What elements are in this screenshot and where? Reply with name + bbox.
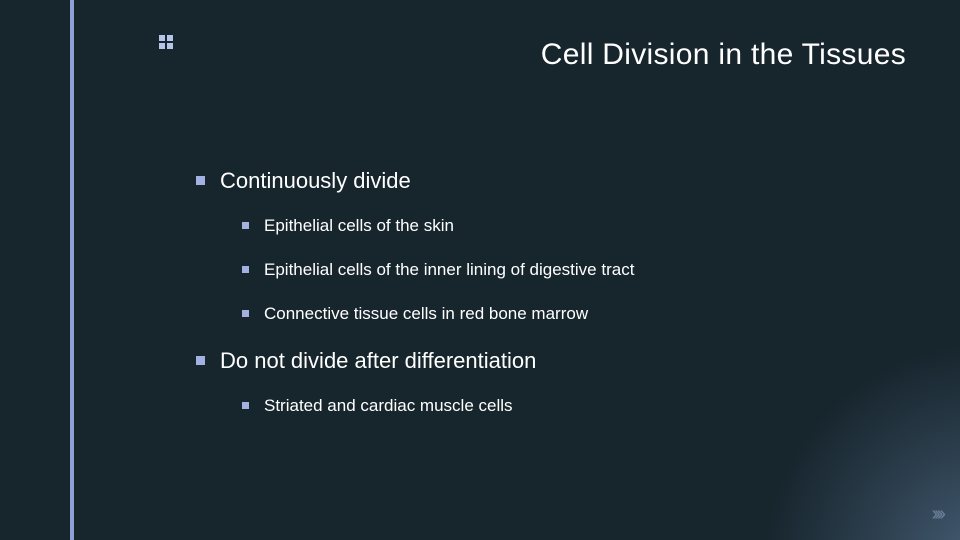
bullet-lvl2: Connective tissue cells in red bone marr… <box>238 304 900 324</box>
slide-content: Continuously divide Epithelial cells of … <box>190 168 900 440</box>
bullet-text: Striated and cardiac muscle cells <box>264 396 513 415</box>
bullet-text: Epithelial cells of the inner lining of … <box>264 260 634 279</box>
bullet-text: Epithelial cells of the skin <box>264 216 454 235</box>
bullet-lvl2: Epithelial cells of the inner lining of … <box>238 260 900 280</box>
bullet-lvl1: Do not divide after differentiation Stri… <box>190 348 900 416</box>
bullet-text: Do not divide after differentiation <box>220 348 536 373</box>
bullet-lvl2: Epithelial cells of the skin <box>238 216 900 236</box>
accent-bar <box>70 0 74 540</box>
bullet-lvl1: Continuously divide Epithelial cells of … <box>190 168 900 324</box>
bullet-text: Continuously divide <box>220 168 411 193</box>
z-logo-icon <box>158 34 174 50</box>
chevron-decoration-icon: ›››› <box>931 503 942 526</box>
slide: Cell Division in the Tissues Continuousl… <box>0 0 960 540</box>
slide-title: Cell Division in the Tissues <box>541 38 906 72</box>
bullet-lvl2: Striated and cardiac muscle cells <box>238 396 900 416</box>
bullet-text: Connective tissue cells in red bone marr… <box>264 304 588 323</box>
